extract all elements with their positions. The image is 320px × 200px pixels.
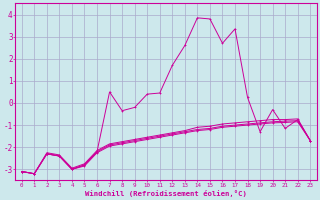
X-axis label: Windchill (Refroidissement éolien,°C): Windchill (Refroidissement éolien,°C) xyxy=(85,190,247,197)
